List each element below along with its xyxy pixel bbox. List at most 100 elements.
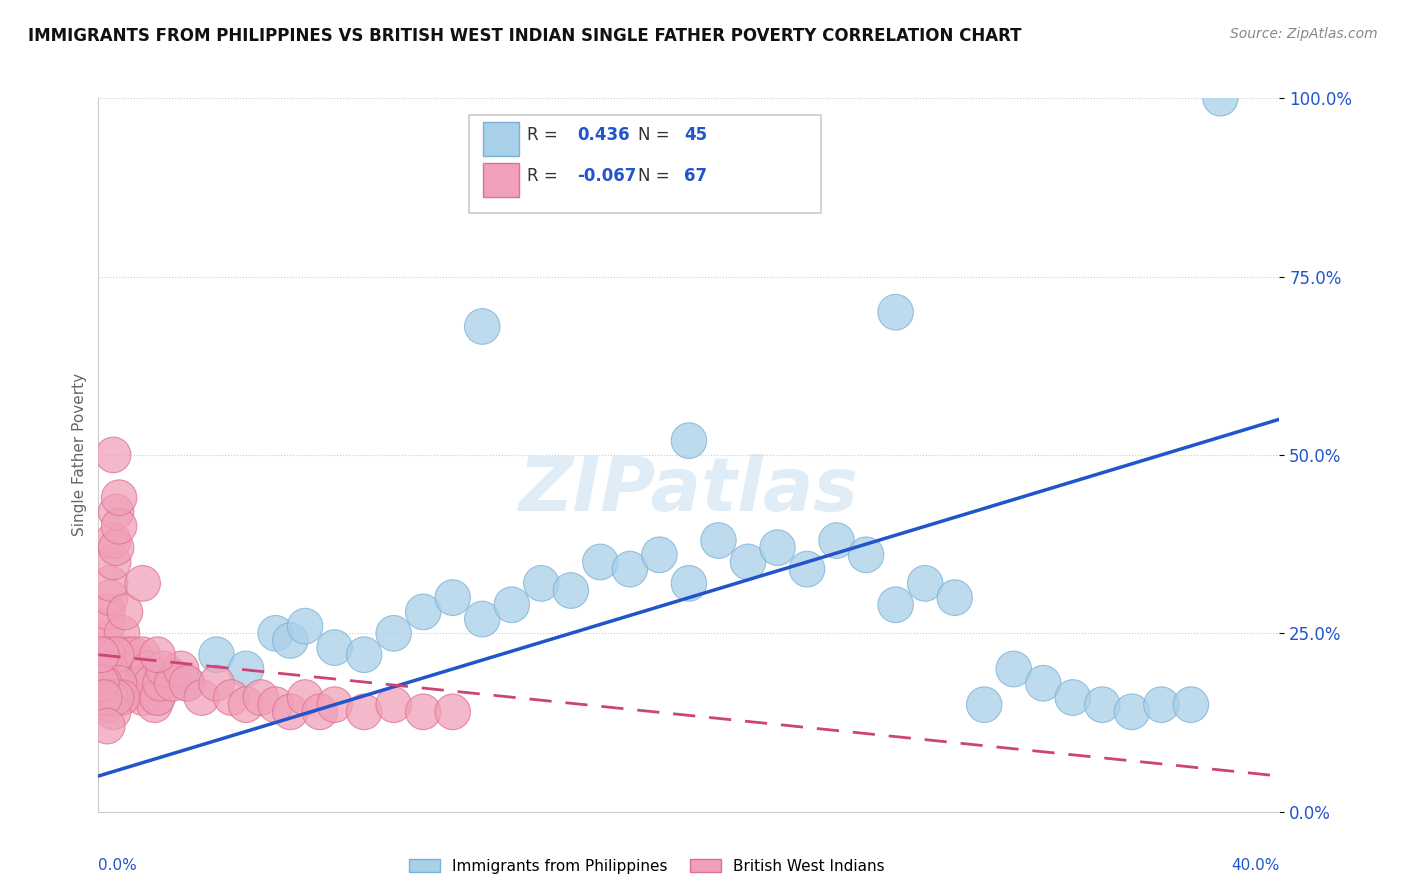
Ellipse shape <box>184 680 219 715</box>
Ellipse shape <box>117 673 152 708</box>
Text: 40.0%: 40.0% <box>1232 858 1279 872</box>
Ellipse shape <box>198 665 235 701</box>
Ellipse shape <box>125 673 160 708</box>
Ellipse shape <box>907 566 943 601</box>
Ellipse shape <box>107 594 143 630</box>
Ellipse shape <box>1143 687 1180 723</box>
Ellipse shape <box>346 694 382 730</box>
Ellipse shape <box>143 665 179 701</box>
Ellipse shape <box>1173 687 1209 723</box>
Text: 67: 67 <box>685 167 707 185</box>
Ellipse shape <box>90 594 125 630</box>
Ellipse shape <box>316 630 353 665</box>
Ellipse shape <box>93 566 128 601</box>
Ellipse shape <box>101 480 136 516</box>
Ellipse shape <box>966 687 1002 723</box>
Ellipse shape <box>96 544 131 580</box>
Ellipse shape <box>464 309 501 344</box>
Ellipse shape <box>375 687 412 723</box>
Ellipse shape <box>131 651 166 687</box>
Ellipse shape <box>96 437 131 473</box>
Text: R =: R = <box>527 167 562 185</box>
Ellipse shape <box>936 580 973 615</box>
Ellipse shape <box>84 665 120 701</box>
Ellipse shape <box>87 623 122 658</box>
Ellipse shape <box>84 637 120 673</box>
Ellipse shape <box>759 530 796 566</box>
Ellipse shape <box>110 665 146 701</box>
Ellipse shape <box>98 530 134 566</box>
Ellipse shape <box>101 665 136 701</box>
Ellipse shape <box>98 494 134 530</box>
Ellipse shape <box>87 665 122 701</box>
Ellipse shape <box>405 594 441 630</box>
Ellipse shape <box>1025 665 1062 701</box>
Ellipse shape <box>117 637 152 673</box>
Ellipse shape <box>1054 680 1091 715</box>
Ellipse shape <box>848 537 884 573</box>
Ellipse shape <box>671 423 707 458</box>
Ellipse shape <box>582 544 619 580</box>
Ellipse shape <box>789 551 825 587</box>
Ellipse shape <box>641 537 678 573</box>
Ellipse shape <box>730 544 766 580</box>
Ellipse shape <box>1114 694 1150 730</box>
Ellipse shape <box>169 665 205 701</box>
Text: 0.0%: 0.0% <box>98 858 138 872</box>
Text: ZIPatlas: ZIPatlas <box>519 454 859 527</box>
Ellipse shape <box>1084 687 1121 723</box>
Ellipse shape <box>139 680 176 715</box>
Ellipse shape <box>302 694 337 730</box>
Ellipse shape <box>125 637 160 673</box>
Y-axis label: Single Father Poverty: Single Father Poverty <box>72 374 87 536</box>
Ellipse shape <box>877 587 914 623</box>
Ellipse shape <box>434 580 471 615</box>
Ellipse shape <box>98 680 134 715</box>
Ellipse shape <box>494 587 530 623</box>
Ellipse shape <box>198 637 235 673</box>
Ellipse shape <box>169 665 205 701</box>
Ellipse shape <box>96 651 131 687</box>
Ellipse shape <box>346 637 382 673</box>
Ellipse shape <box>163 651 198 687</box>
Legend: Immigrants from Philippines, British West Indians: Immigrants from Philippines, British Wes… <box>404 853 890 880</box>
Ellipse shape <box>553 573 589 608</box>
Ellipse shape <box>671 566 707 601</box>
Ellipse shape <box>134 665 169 701</box>
Ellipse shape <box>273 623 308 658</box>
Ellipse shape <box>96 694 131 730</box>
Ellipse shape <box>287 608 323 644</box>
Ellipse shape <box>87 680 122 715</box>
Ellipse shape <box>107 651 143 687</box>
Ellipse shape <box>405 694 441 730</box>
Ellipse shape <box>125 566 160 601</box>
Ellipse shape <box>434 694 471 730</box>
Text: 0.436: 0.436 <box>578 126 630 144</box>
Ellipse shape <box>228 651 264 687</box>
Ellipse shape <box>523 566 560 601</box>
Ellipse shape <box>90 687 125 723</box>
Ellipse shape <box>612 551 648 587</box>
Ellipse shape <box>287 680 323 715</box>
Ellipse shape <box>700 523 737 558</box>
Ellipse shape <box>87 637 122 673</box>
Ellipse shape <box>98 637 134 673</box>
Ellipse shape <box>995 651 1032 687</box>
Ellipse shape <box>90 608 125 644</box>
Ellipse shape <box>316 687 353 723</box>
Ellipse shape <box>146 651 181 687</box>
Ellipse shape <box>243 680 278 715</box>
Ellipse shape <box>110 637 146 673</box>
Ellipse shape <box>273 694 308 730</box>
Text: IMMIGRANTS FROM PHILIPPINES VS BRITISH WEST INDIAN SINGLE FATHER POVERTY CORRELA: IMMIGRANTS FROM PHILIPPINES VS BRITISH W… <box>28 27 1022 45</box>
Ellipse shape <box>104 615 139 651</box>
Ellipse shape <box>104 680 139 715</box>
Ellipse shape <box>1202 80 1239 116</box>
Ellipse shape <box>122 665 157 701</box>
Ellipse shape <box>101 508 136 544</box>
Ellipse shape <box>877 294 914 330</box>
Text: N =: N = <box>638 126 675 144</box>
Text: N =: N = <box>638 167 675 185</box>
Ellipse shape <box>155 665 190 701</box>
Ellipse shape <box>257 615 294 651</box>
